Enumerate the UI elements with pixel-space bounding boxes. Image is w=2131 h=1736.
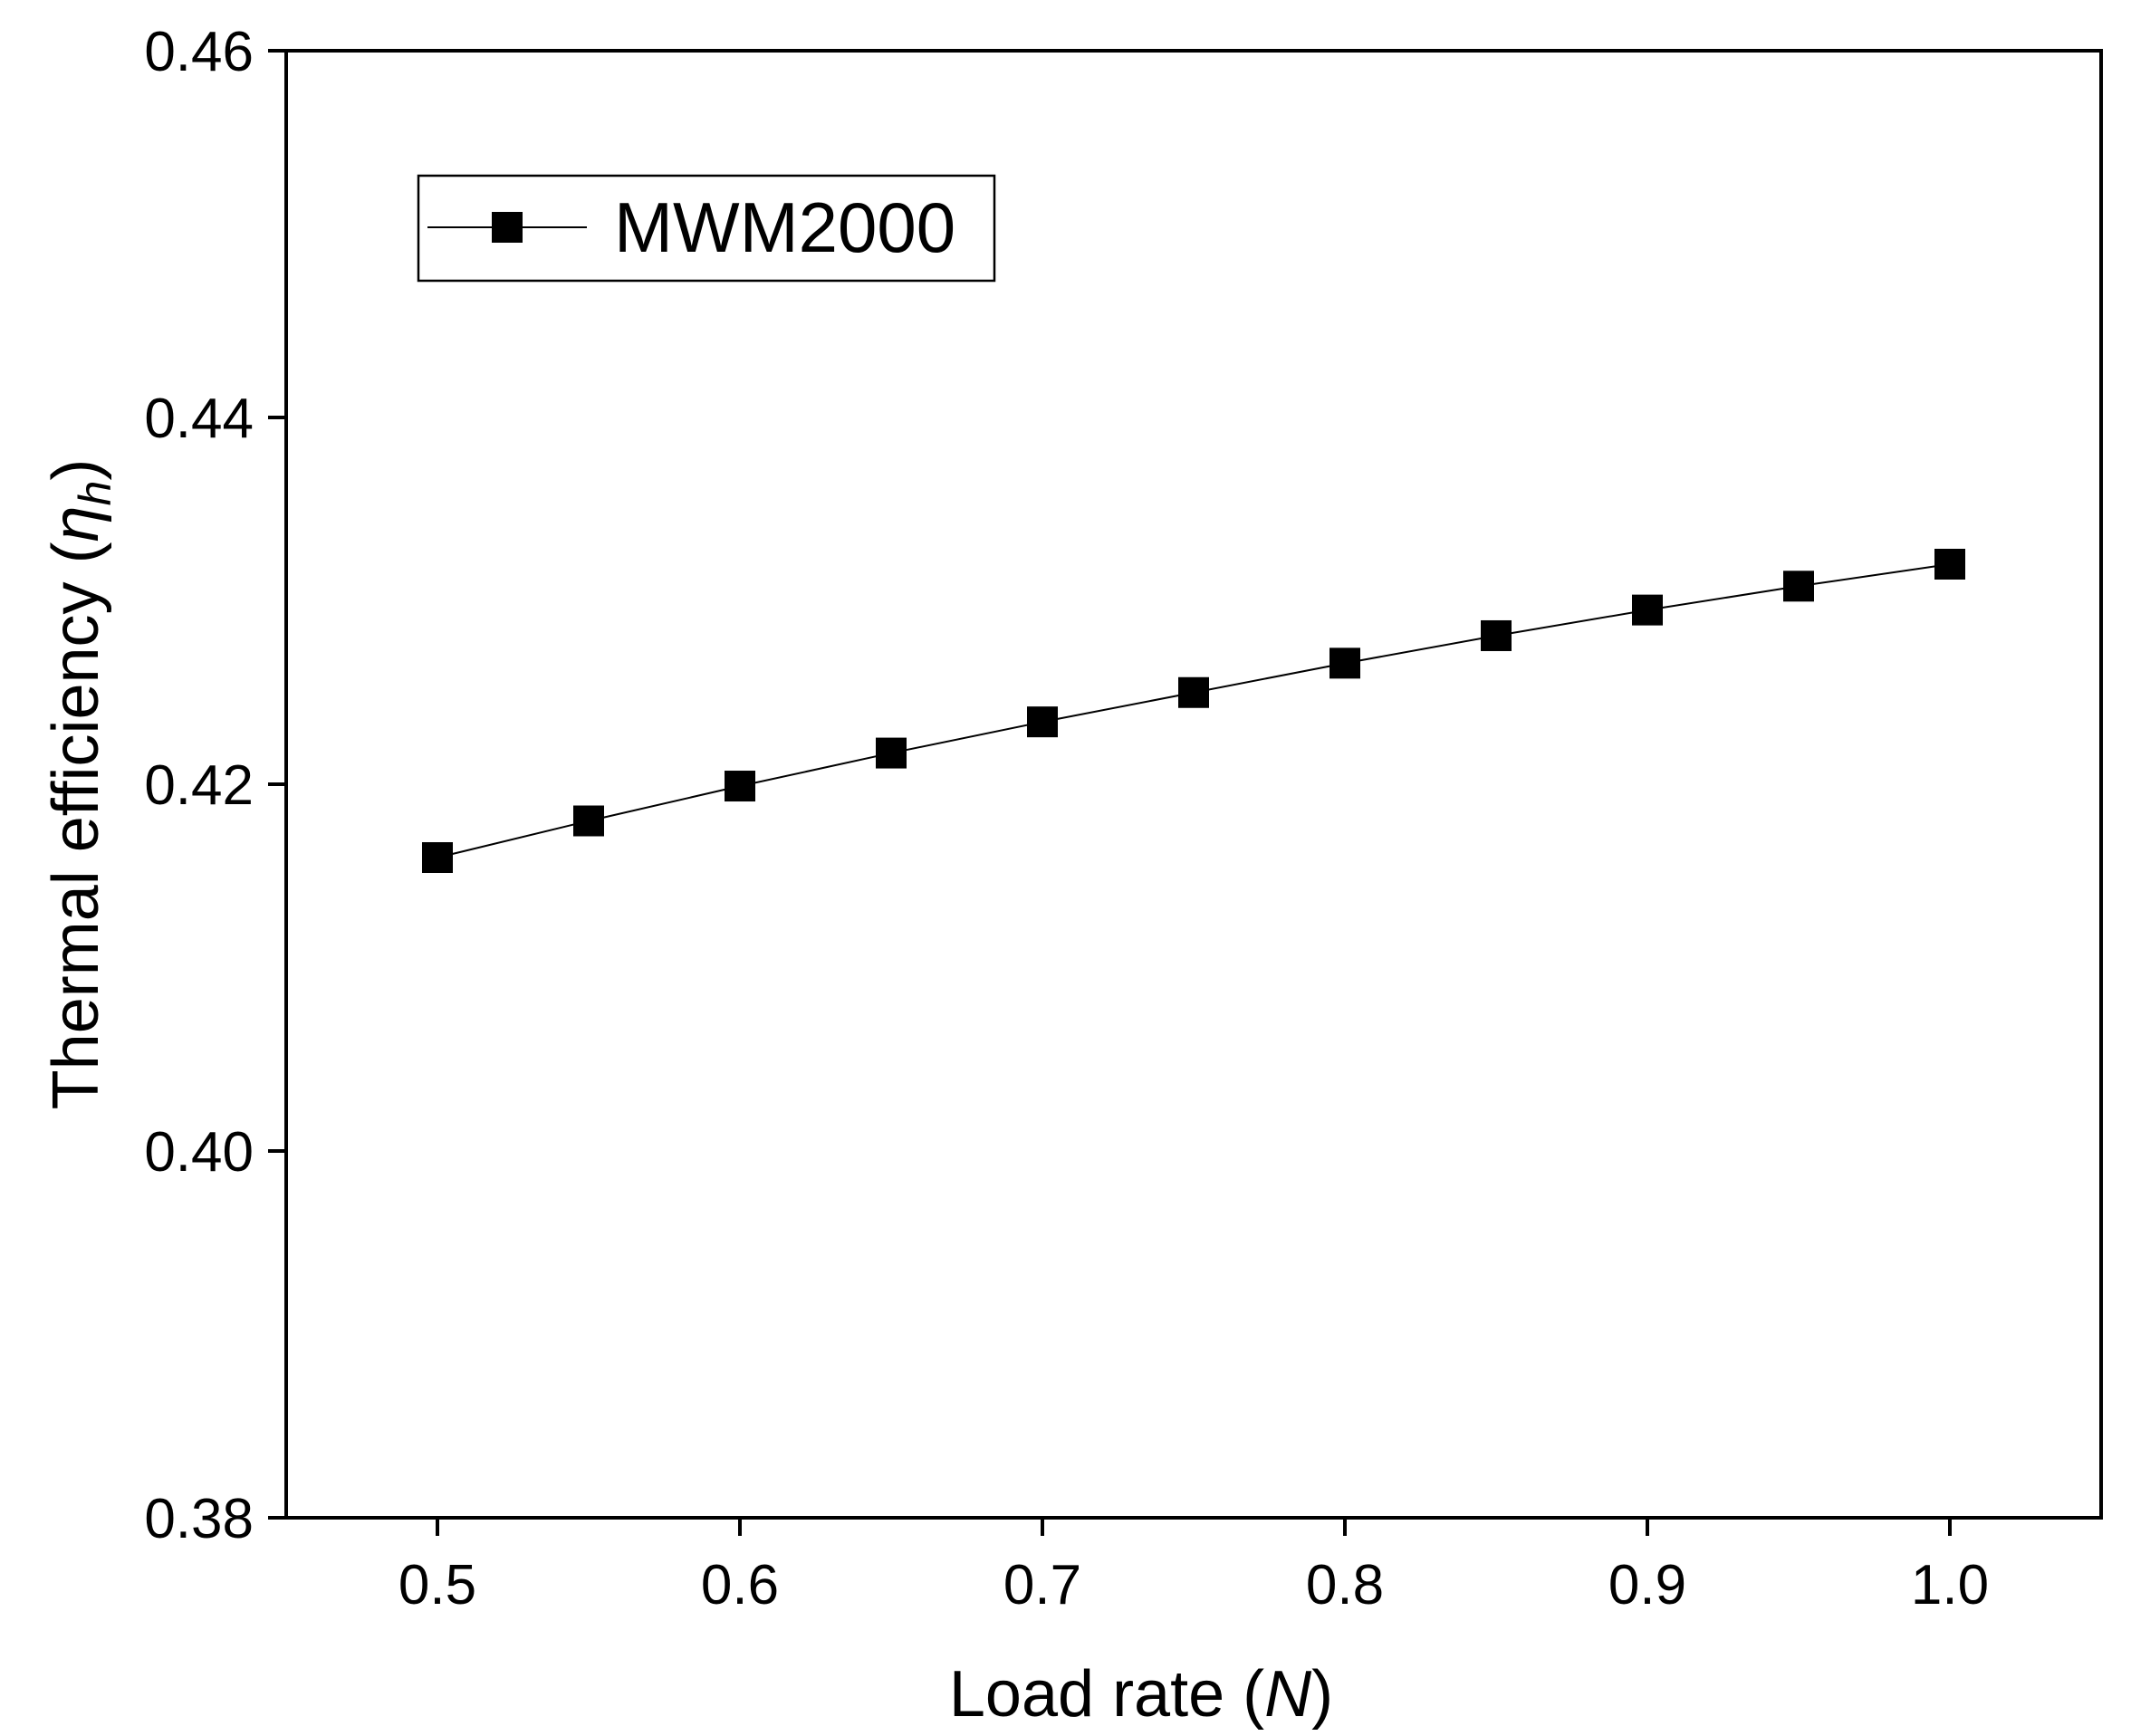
- data-point: [1027, 706, 1058, 738]
- y-tick-label: 0.44: [144, 388, 254, 450]
- legend-label-mwm2000: MWM2000: [614, 187, 955, 267]
- data-point: [725, 771, 755, 802]
- data-point: [1481, 619, 1512, 651]
- data-point: [1632, 594, 1663, 626]
- y-axis-title: Thermal efficiency (ηh): [40, 459, 120, 1110]
- x-tick-label: 0.9: [1608, 1554, 1686, 1616]
- x-tick-label: 0.6: [701, 1554, 779, 1616]
- x-tick-label: 0.8: [1306, 1554, 1384, 1616]
- x-axis: 0.5 0.6 0.7 0.8 0.9 1.0: [398, 1518, 1989, 1616]
- legend-marker-swatch: [492, 212, 523, 243]
- x-tick-label: 0.5: [398, 1554, 476, 1616]
- data-point: [573, 805, 604, 837]
- legend: MWM2000: [417, 174, 996, 283]
- data-point: [1329, 647, 1360, 679]
- y-tick-label: 0.46: [144, 21, 254, 83]
- y-tick-label: 0.42: [144, 754, 254, 817]
- y-tick-label: 0.38: [144, 1488, 254, 1550]
- y-tick-label: 0.40: [144, 1121, 254, 1184]
- y-axis: 0.38 0.40 0.42 0.44 0.46: [144, 21, 286, 1550]
- data-point: [1178, 676, 1209, 708]
- series-line-mwm2000: [437, 563, 1951, 858]
- series-markers: [422, 549, 1965, 873]
- x-tick-label: 0.7: [1003, 1554, 1081, 1616]
- data-point: [876, 737, 907, 769]
- data-point: [1783, 571, 1814, 602]
- data-point: [422, 842, 453, 873]
- x-tick-label: 1.0: [1911, 1554, 1989, 1616]
- data-point: [1934, 549, 1965, 580]
- x-axis-title: Load rate (N): [949, 1658, 1333, 1731]
